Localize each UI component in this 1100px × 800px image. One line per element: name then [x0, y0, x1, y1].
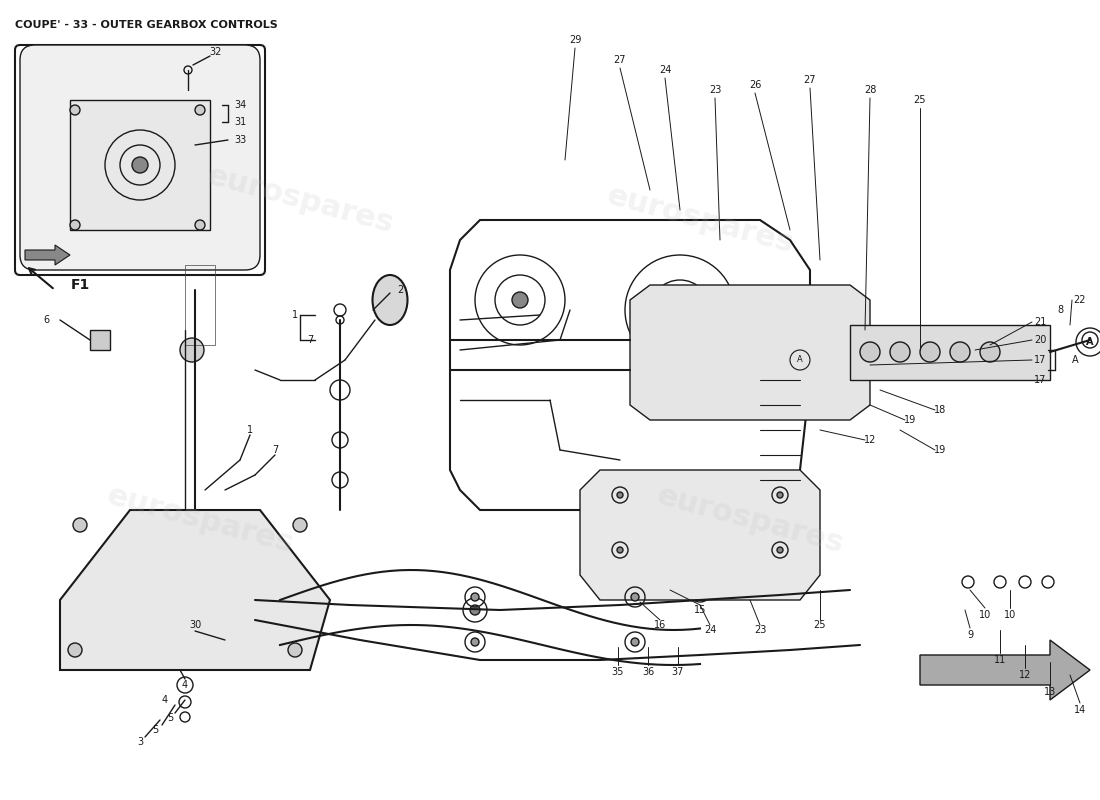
Text: eurospares: eurospares	[103, 481, 297, 559]
Polygon shape	[60, 510, 330, 670]
Text: 20: 20	[1034, 335, 1046, 345]
Circle shape	[890, 342, 910, 362]
Circle shape	[617, 492, 623, 498]
Circle shape	[920, 342, 940, 362]
Text: 3: 3	[136, 737, 143, 747]
Circle shape	[288, 643, 302, 657]
Text: 14: 14	[1074, 705, 1086, 715]
Circle shape	[70, 220, 80, 230]
Text: 12: 12	[864, 435, 877, 445]
Text: eurospares: eurospares	[204, 161, 397, 239]
Circle shape	[950, 342, 970, 362]
Text: 16: 16	[653, 620, 667, 630]
Text: 11: 11	[994, 655, 1006, 665]
Circle shape	[180, 338, 204, 362]
Circle shape	[195, 220, 205, 230]
Text: F1: F1	[70, 278, 89, 292]
Circle shape	[471, 593, 478, 601]
Text: 8: 8	[1057, 305, 1063, 315]
Text: 25: 25	[814, 620, 826, 630]
Text: eurospares: eurospares	[603, 181, 796, 259]
Text: A: A	[1087, 337, 1093, 347]
Text: 22: 22	[1074, 295, 1087, 305]
Text: 19: 19	[904, 415, 916, 425]
Polygon shape	[580, 470, 820, 600]
Text: 6: 6	[44, 315, 50, 325]
Text: 18: 18	[934, 405, 946, 415]
Bar	[185, 265, 214, 345]
Text: 27: 27	[804, 75, 816, 85]
Text: 4: 4	[162, 695, 168, 705]
FancyBboxPatch shape	[20, 45, 260, 270]
Circle shape	[777, 547, 783, 553]
Ellipse shape	[373, 275, 407, 325]
Text: 5: 5	[152, 725, 158, 735]
Text: 29: 29	[569, 35, 581, 45]
Text: 2: 2	[397, 285, 403, 295]
Polygon shape	[25, 245, 70, 265]
Text: A: A	[1071, 355, 1078, 365]
Text: 23: 23	[754, 625, 767, 635]
Text: 4: 4	[182, 680, 188, 690]
Text: 21: 21	[1034, 317, 1046, 327]
Text: 17: 17	[1034, 355, 1046, 365]
Circle shape	[68, 643, 82, 657]
Circle shape	[195, 105, 205, 115]
Circle shape	[777, 492, 783, 498]
Text: 15: 15	[694, 605, 706, 615]
Text: eurospares: eurospares	[653, 481, 847, 559]
Text: 26: 26	[749, 80, 761, 90]
Circle shape	[860, 342, 880, 362]
Text: 9: 9	[967, 630, 974, 640]
Text: 31: 31	[234, 117, 246, 127]
Text: 34: 34	[234, 100, 246, 110]
Circle shape	[470, 605, 480, 615]
Text: 37: 37	[672, 667, 684, 677]
Text: 35: 35	[612, 667, 624, 677]
Text: A: A	[798, 355, 803, 365]
Circle shape	[695, 585, 705, 595]
Text: 13: 13	[1044, 687, 1056, 697]
Circle shape	[512, 292, 528, 308]
Text: 28: 28	[864, 85, 877, 95]
Bar	[90, 330, 110, 350]
Bar	[70, 100, 210, 230]
Circle shape	[980, 342, 1000, 362]
Circle shape	[670, 300, 690, 320]
Text: 24: 24	[659, 65, 671, 75]
Text: 32: 32	[209, 47, 221, 57]
Text: 7: 7	[307, 335, 314, 345]
Text: 17: 17	[1034, 375, 1046, 385]
Text: 24: 24	[704, 625, 716, 635]
Text: 12: 12	[1019, 670, 1031, 680]
Text: 7: 7	[272, 445, 278, 455]
Text: 23: 23	[708, 85, 722, 95]
Text: 19: 19	[934, 445, 946, 455]
Text: 30: 30	[189, 620, 201, 630]
Polygon shape	[920, 640, 1090, 700]
Circle shape	[70, 105, 80, 115]
Circle shape	[617, 547, 623, 553]
Circle shape	[73, 518, 87, 532]
Text: COUPE' - 33 - OUTER GEARBOX CONTROLS: COUPE' - 33 - OUTER GEARBOX CONTROLS	[15, 20, 277, 30]
Text: 25: 25	[914, 95, 926, 105]
Text: 1: 1	[246, 425, 253, 435]
Circle shape	[132, 157, 148, 173]
Text: 33: 33	[234, 135, 246, 145]
Polygon shape	[630, 285, 870, 420]
Circle shape	[293, 518, 307, 532]
Text: 27: 27	[614, 55, 626, 65]
Text: 36: 36	[642, 667, 654, 677]
Circle shape	[631, 593, 639, 601]
Text: 1: 1	[292, 310, 298, 320]
Text: 10: 10	[1004, 610, 1016, 620]
Circle shape	[471, 638, 478, 646]
Circle shape	[631, 638, 639, 646]
Bar	[850, 325, 1050, 380]
Text: 10: 10	[979, 610, 991, 620]
Text: 5: 5	[167, 713, 173, 723]
